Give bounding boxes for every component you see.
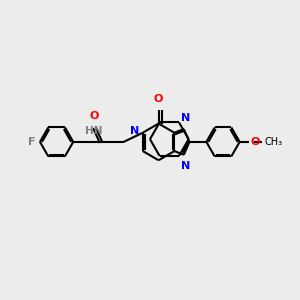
Text: CH₃: CH₃ [264,137,283,147]
Text: N: N [181,161,190,171]
Text: N: N [130,126,140,136]
Text: N: N [181,113,190,123]
Text: O: O [251,137,260,147]
Text: O: O [154,94,163,104]
Text: F: F [28,137,36,147]
Text: HN: HN [85,126,102,136]
Text: O: O [89,111,99,121]
